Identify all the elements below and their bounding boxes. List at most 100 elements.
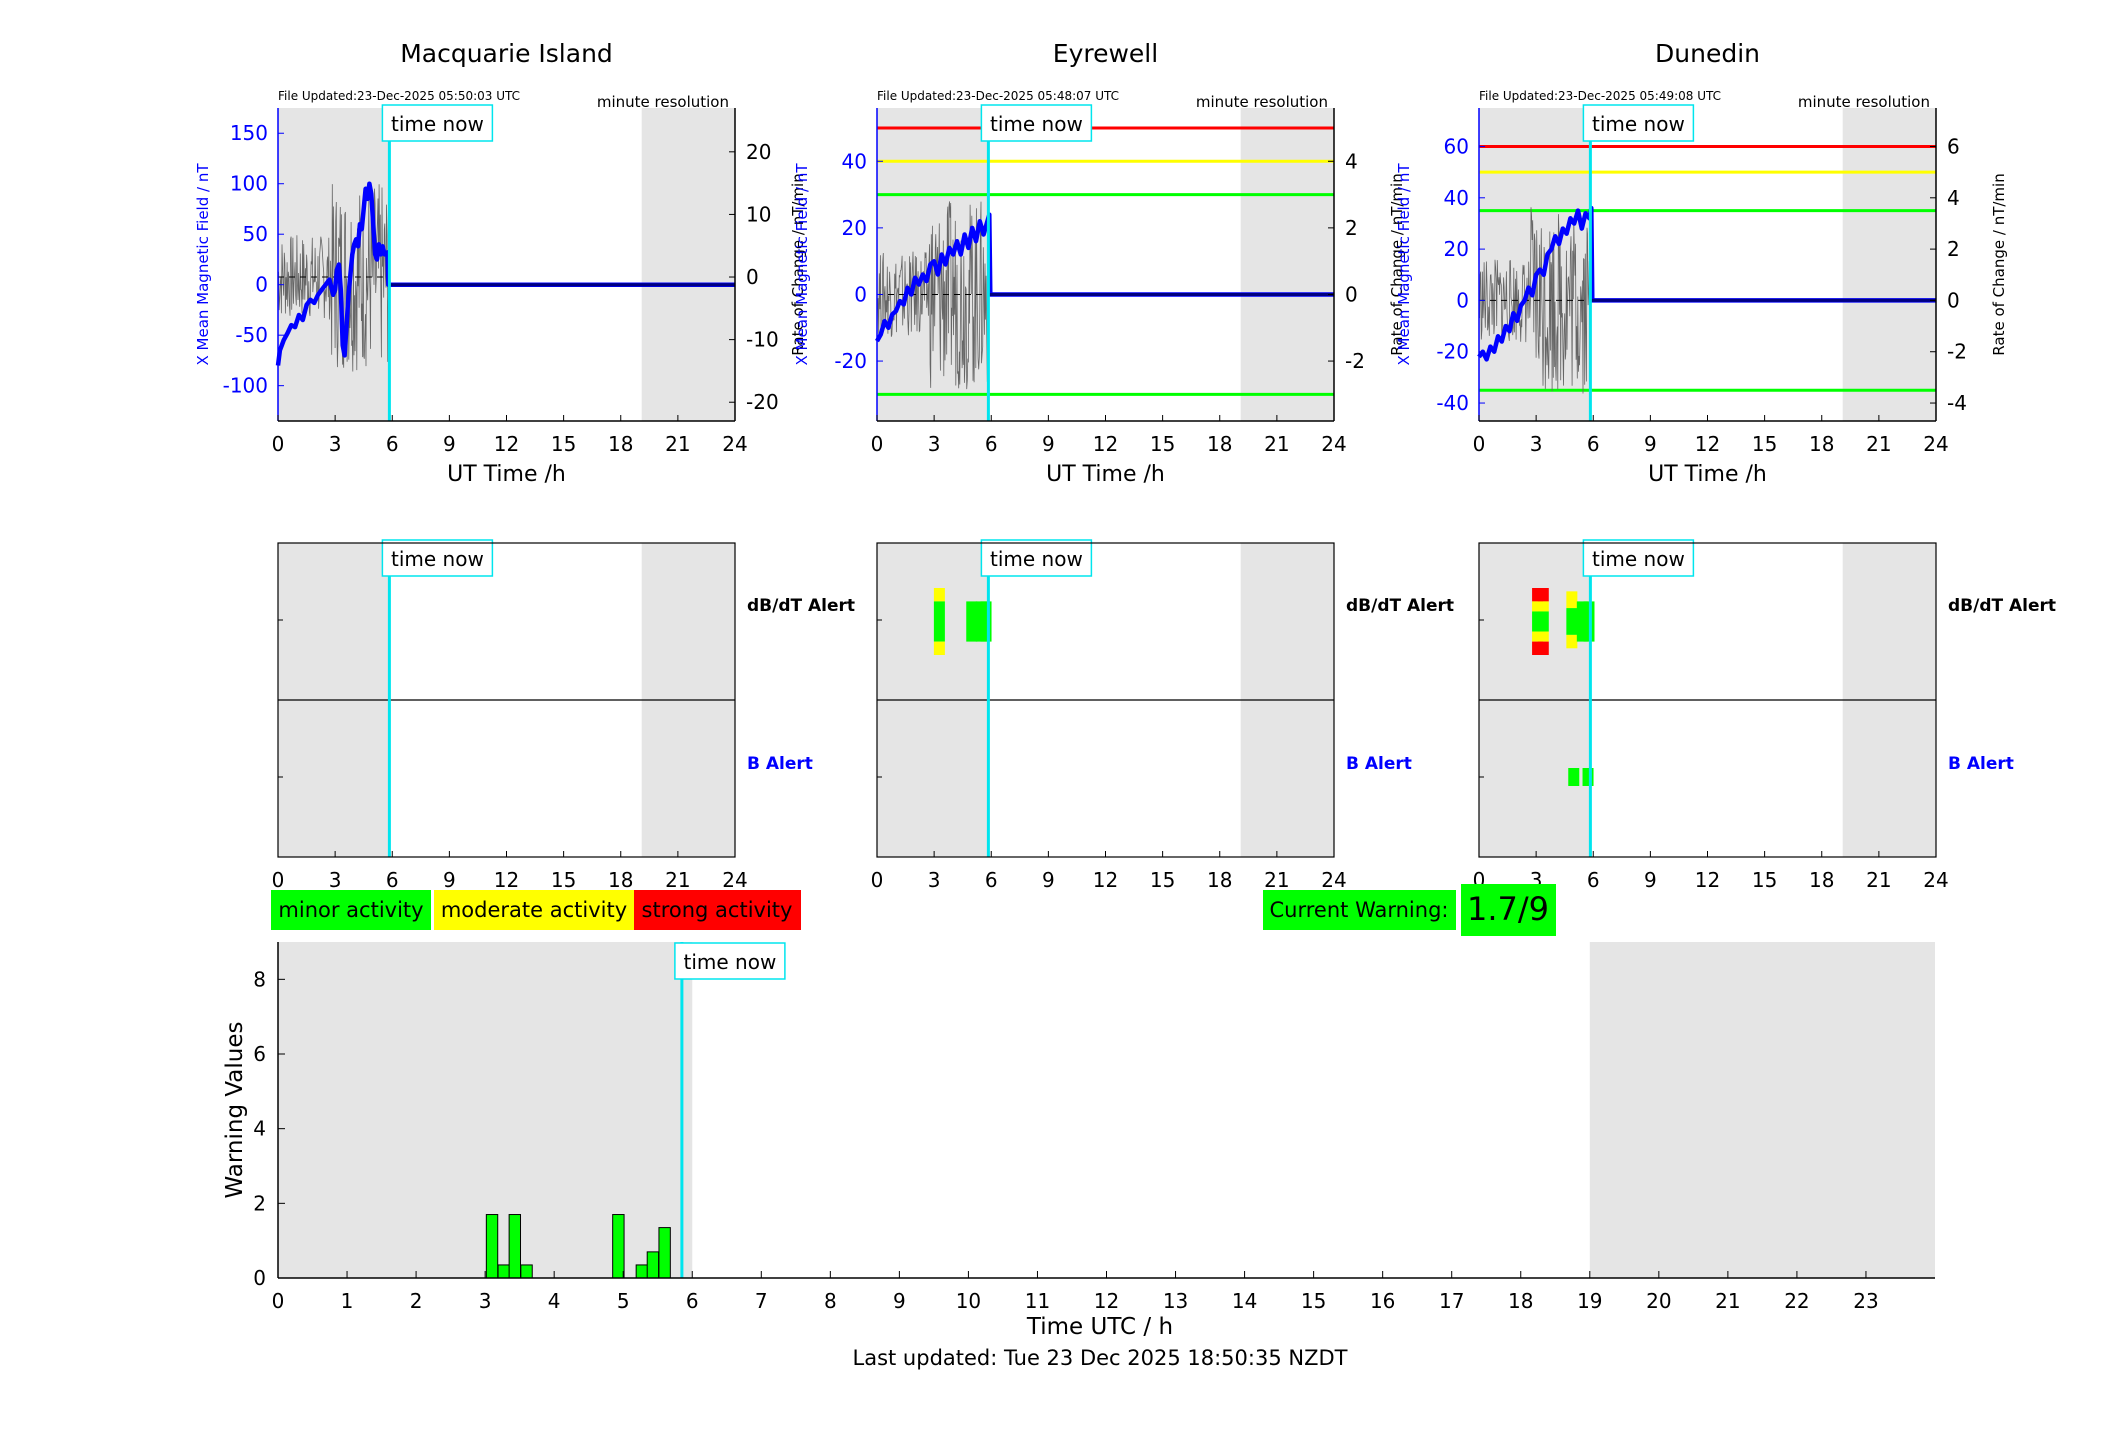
- x-tick-label: 9: [1644, 432, 1657, 456]
- x-tick-label: 22: [1784, 1289, 1809, 1313]
- x-tick-label: 3: [479, 1289, 492, 1313]
- x-tick-label: 19: [1577, 1289, 1602, 1313]
- station-panel-1: Macquarie Island File Updated:23-Dec-2025…: [194, 39, 807, 487]
- x-tick-label: 24: [1923, 432, 1948, 456]
- night-shading: [1240, 108, 1334, 421]
- y-tick-label: -20: [1436, 340, 1469, 364]
- x-tick-label: 9: [443, 432, 456, 456]
- x-tick-label: 18: [608, 868, 633, 892]
- file-updated: File Updated:23-Dec-2025 05:50:03 UTC: [278, 89, 520, 103]
- warning-bar: [508, 1214, 522, 1279]
- x-tick-label: 9: [893, 1289, 906, 1313]
- activity-legend: minor activity moderate activity strong …: [271, 890, 801, 930]
- x-tick-label: 12: [494, 432, 519, 456]
- dbdt-alert-bar: [1532, 611, 1544, 632]
- alert-panel-1: time now 0 3 6 9 12 15 18 21 24 dB/dT Alert B Alert: [272, 539, 855, 892]
- x-tick-label: 20: [1646, 1289, 1671, 1313]
- x-tick-label: 0: [272, 432, 285, 456]
- x-tick-label: 24: [1321, 868, 1346, 892]
- x-axis-label: Time UTC / h: [1026, 1314, 1173, 1340]
- rate-of-change-trace: [1478, 207, 1591, 394]
- rate-tick-label: -2: [1345, 349, 1365, 373]
- x-tick-label: 4: [548, 1289, 561, 1313]
- y-tick-label: 150: [230, 121, 268, 145]
- x-tick-label: 0: [1473, 432, 1486, 456]
- legend-minor-label: minor activity: [278, 898, 423, 922]
- warning-bar: [520, 1264, 533, 1279]
- x-tick-label: 12: [1093, 432, 1118, 456]
- x-tick-label: 14: [1232, 1289, 1257, 1313]
- x-tick-label: 9: [443, 868, 456, 892]
- current-warning-value: 1.7/9: [1467, 890, 1549, 928]
- x-tick-label: 6: [386, 432, 399, 456]
- field-trace: [875, 212, 1334, 343]
- x-tick-label: 9: [1644, 868, 1657, 892]
- x-tick-label: 9: [1042, 868, 1055, 892]
- y-tick-label: 2: [253, 1191, 266, 1215]
- y-tick-label: -20: [834, 349, 867, 373]
- y-tick-label: -100: [223, 374, 268, 398]
- time-now-box: [980, 539, 1093, 577]
- time-now-label: time now: [990, 112, 1083, 136]
- time-now-box: [980, 104, 1093, 142]
- y-tick-label: 4: [253, 1117, 266, 1141]
- dbdt-alert-label: dB/dT Alert: [747, 596, 855, 616]
- warning-bar: [635, 1264, 649, 1279]
- legend-moderate-label: moderate activity: [441, 898, 627, 922]
- y-tick-label: 40: [1444, 186, 1469, 210]
- dbdt-alert-bar: [1537, 611, 1549, 632]
- rate-of-change-trace: [876, 201, 989, 390]
- x-tick-label: 0: [871, 868, 884, 892]
- warning-bar: [646, 1251, 660, 1279]
- warning-bar: [497, 1264, 510, 1279]
- x-axis-label: UT Time /h: [1648, 462, 1767, 487]
- x-tick-label: 17: [1439, 1289, 1464, 1313]
- dbdt-alert-bar: [1537, 601, 1549, 612]
- time-now-label: time now: [391, 547, 484, 571]
- x-tick-label: 21: [665, 868, 690, 892]
- station-panel-2: Eyrewell File Updated:23-Dec-2025 05:48:0…: [793, 39, 1406, 487]
- x-tick-label: 15: [551, 868, 576, 892]
- dbdt-alert-bar: [1532, 641, 1544, 655]
- rate-tick-label: -4: [1947, 391, 1967, 415]
- x-tick-label: 3: [928, 432, 941, 456]
- x-tick-label: 12: [494, 868, 519, 892]
- legend-strong-label: strong activity: [642, 898, 793, 922]
- x-tick-label: 12: [1093, 868, 1118, 892]
- rate-tick-label: -2: [1947, 340, 1967, 364]
- x-tick-label: 3: [329, 868, 342, 892]
- field-trace: [275, 181, 735, 366]
- x-tick-label: 21: [1264, 432, 1289, 456]
- dbdt-alert-bar: [1537, 641, 1549, 655]
- x-axis-label: UT Time /h: [447, 462, 566, 487]
- y-tick-label: -40: [1436, 391, 1469, 415]
- dbdt-alert-bar: [1532, 601, 1544, 612]
- y-tick-label: 60: [1444, 134, 1469, 158]
- b-alert-label: B Alert: [747, 754, 813, 774]
- x-tick-label: 0: [272, 868, 285, 892]
- dbdt-alert-bar: [1537, 588, 1549, 602]
- night-shading: [1589, 942, 1935, 1278]
- x-tick-label: 6: [985, 868, 998, 892]
- dbdt-alert-label: dB/dT Alert: [1346, 596, 1454, 616]
- dbdt-alert-bar: [1576, 601, 1588, 642]
- x-tick-label: 3: [1530, 432, 1543, 456]
- rate-tick-label: 10: [746, 202, 771, 226]
- y-tick-label: 8: [253, 967, 266, 991]
- x-tick-label: 3: [928, 868, 941, 892]
- x-tick-label: 0: [272, 1289, 285, 1313]
- x-tick-label: 23: [1853, 1289, 1878, 1313]
- x-tick-label: 0: [871, 432, 884, 456]
- rate-tick-label: -10: [746, 328, 779, 352]
- y-tick-label: -50: [235, 323, 268, 347]
- x-tick-label: 16: [1370, 1289, 1395, 1313]
- x-tick-label: 18: [608, 432, 633, 456]
- station-title: Eyrewell: [1053, 39, 1158, 68]
- y-tick-label: 0: [1456, 288, 1469, 312]
- rate-tick-label: 0: [1947, 288, 1960, 312]
- warning-bar: [485, 1214, 499, 1279]
- x-tick-label: 21: [1264, 868, 1289, 892]
- legend-strong-swatch: [634, 890, 801, 930]
- time-now-box: [1582, 539, 1695, 577]
